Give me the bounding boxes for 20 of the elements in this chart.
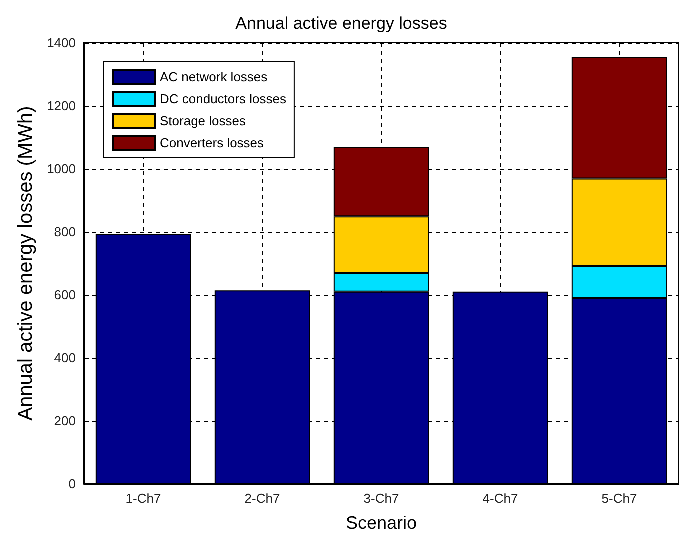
y-tick-label: 1000 [47,162,76,176]
legend-label: AC network losses [160,70,268,84]
legend-label: Storage losses [160,114,246,128]
y-tick-label: 200 [54,414,76,428]
y-tick-label: 1200 [47,98,76,114]
y-tick-label: 600 [54,288,76,302]
x-tick-label: 2-Ch7 [244,491,280,506]
legend-label: Converters losses [160,136,265,150]
y-tick-label: 1400 [47,36,76,50]
x-tick-label: 4-Ch7 [482,491,518,506]
chart-title: Annual active energy losses [236,14,448,33]
x-tick-label: 1-Ch7 [126,491,162,506]
y-tick-label: 800 [54,224,76,240]
x-axis-title: Scenario [346,513,418,533]
legend-label: DC conductors losses [160,92,287,106]
y-tick-label: 0 [68,476,76,492]
x-tick-label: 3-Ch7 [364,491,400,506]
x-tick-label: 5-Ch7 [602,491,638,506]
y-axis-title: Annual active energy losses (MWh) [15,106,38,421]
y-tick-label: 400 [54,350,76,366]
